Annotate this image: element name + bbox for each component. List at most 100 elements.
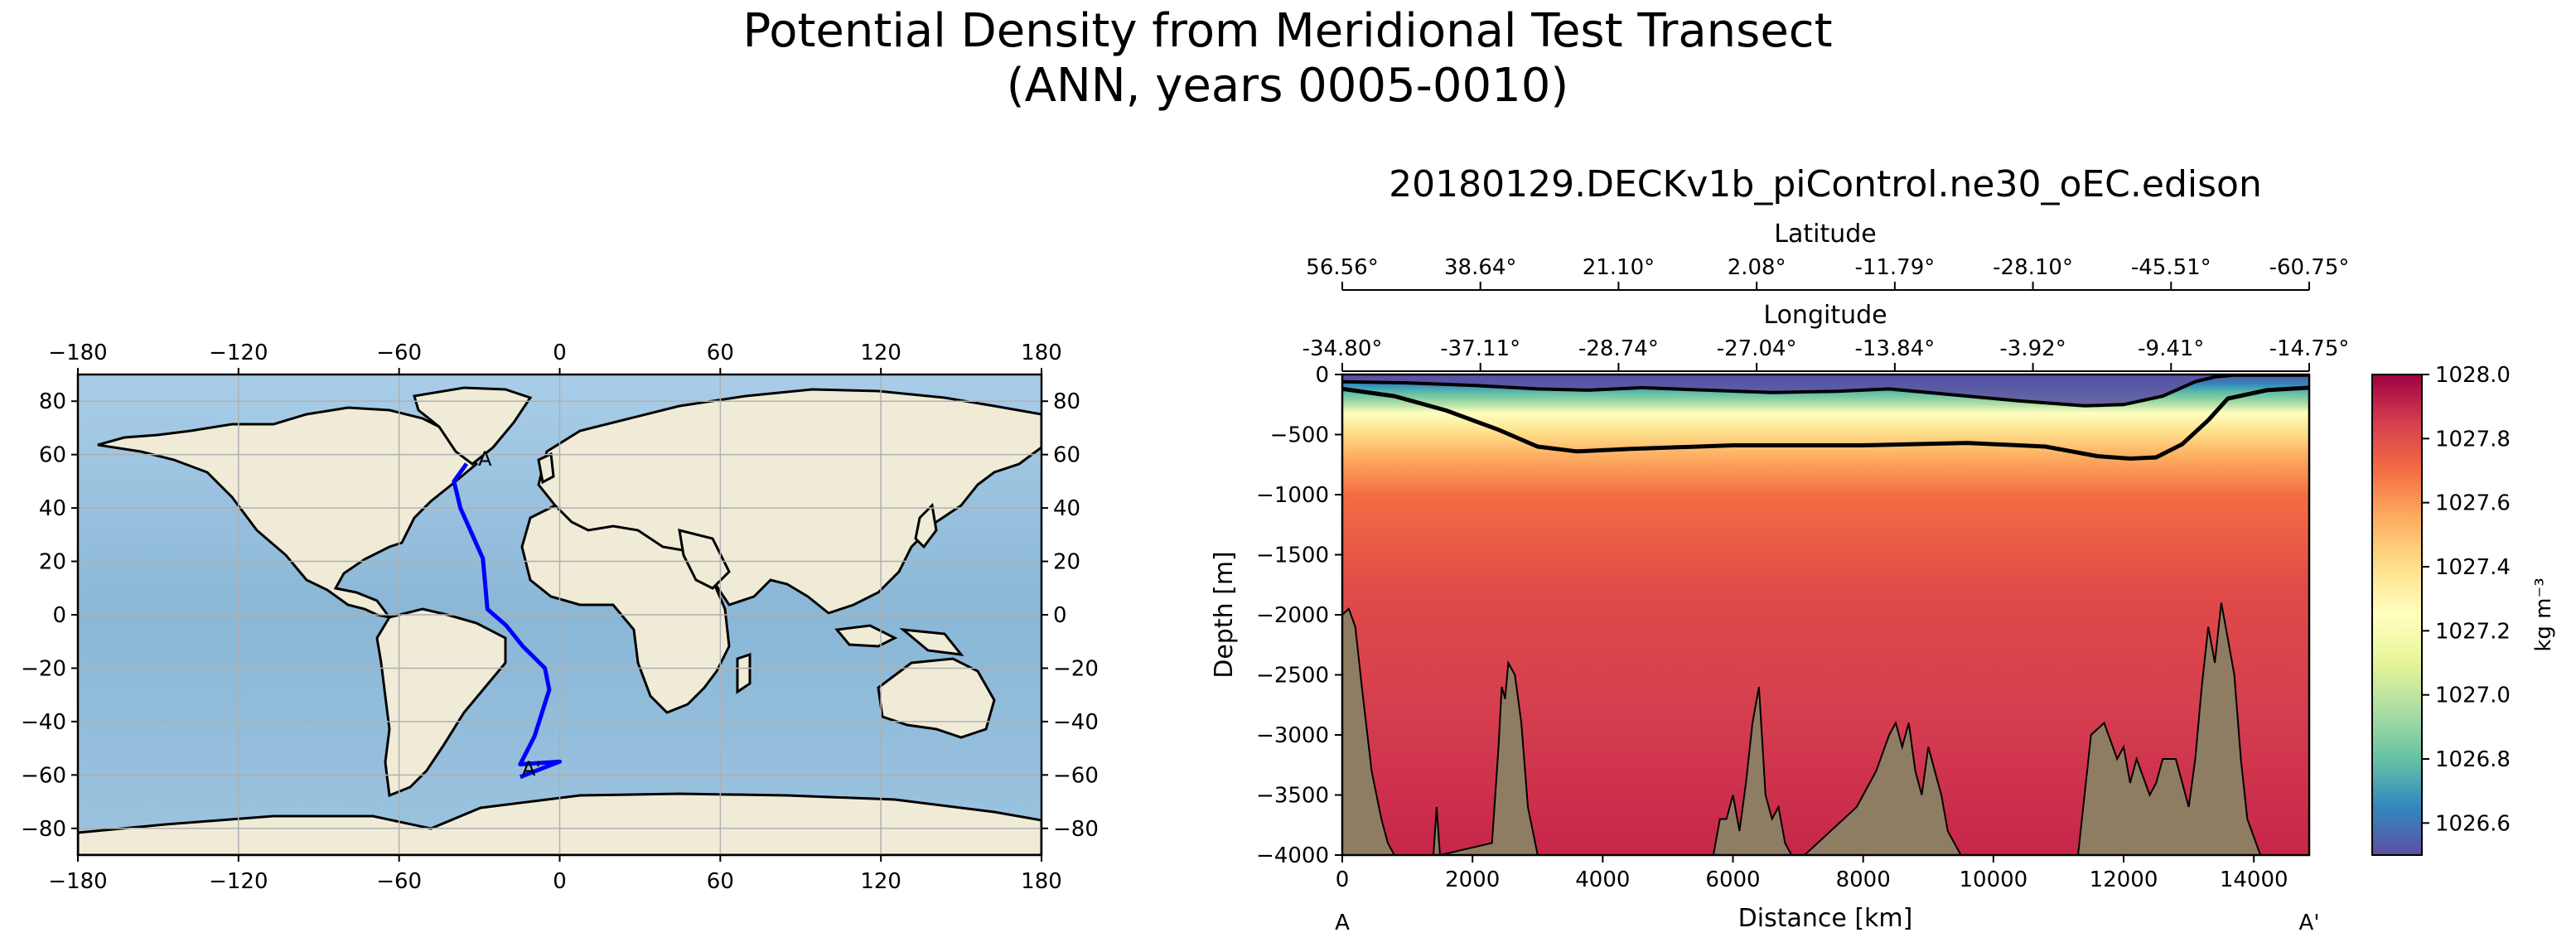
- section-ytick-label: 0: [1315, 363, 1329, 388]
- land-greenland: [413, 386, 533, 466]
- land-eurasia: [537, 388, 1042, 615]
- colorbar-tick-label: 1027.8: [2435, 427, 2511, 452]
- section-panel: 20180129.DECKv1b_piControl.ne30_oEC.edis…: [1210, 163, 2556, 935]
- map-ytick-label-left: −60: [21, 763, 66, 788]
- latitude-axis-tick-label: -28.10°: [1993, 255, 2073, 280]
- section-y-ticks: 0 −500 −1000 −1500 −2000 −2500 −3000 −3500 −4000: [1256, 363, 1342, 868]
- map-ytick-label-left: 0: [52, 603, 66, 628]
- map-panel: A A' −180 −180 −120 −120 −60 −60 0 0 60 60 120 120 1…: [21, 341, 1099, 894]
- section-ytick-label: −500: [1270, 423, 1329, 448]
- section-x-ticks: 0 2000 4000 6000 8000 10000 12000 14000: [1336, 855, 2288, 892]
- map-tick-labels: −180 −180 −120 −120 −60 −60 0 0 60 60 120 120 180 180…: [21, 341, 1099, 894]
- section-ylabel: Depth [m]: [1210, 551, 1239, 679]
- map-xtick-label-bottom: 60: [707, 869, 734, 894]
- section-xtick-label: 8000: [1836, 867, 1891, 892]
- latitude-axis-label: Latitude: [1774, 220, 1876, 249]
- map-xtick-label-top: −180: [48, 341, 107, 365]
- section-ytick-label: −3500: [1256, 784, 1329, 809]
- map-xtick-label-top: 60: [707, 341, 734, 365]
- map-ytick-label-left: 80: [39, 389, 66, 414]
- section-ytick-label: −3000: [1256, 723, 1329, 748]
- land-masses: [78, 386, 1042, 855]
- map-ytick-label-right: 80: [1053, 389, 1080, 414]
- section-xtick-label: 0: [1336, 867, 1350, 892]
- colorbar-tick-label: 1026.8: [2435, 747, 2511, 772]
- section-ytick-label: −1000: [1256, 483, 1329, 508]
- colorbar: [2371, 374, 2423, 856]
- density-contour-1027-5: [1342, 385, 2309, 462]
- section-ytick-label: −1500: [1256, 544, 1329, 568]
- map-xtick-label-bottom: −120: [209, 869, 268, 894]
- map-xtick-label-top: 180: [1021, 341, 1062, 365]
- land-australia: [877, 657, 996, 739]
- map-ytick-label-right: 40: [1053, 496, 1080, 521]
- latitude-axis-tick-label: 56.56°: [1306, 255, 1378, 280]
- colorbar-label: kg m⁻³: [2531, 577, 2556, 651]
- colorbar-tick-label: 1027.6: [2435, 491, 2511, 516]
- land-north-america: [97, 406, 479, 620]
- colorbar-tick-label: 1028.0: [2435, 363, 2511, 388]
- longitude-axis-tick-label: -28.74°: [1578, 336, 1659, 361]
- colorbar-tick-label: 1027.2: [2435, 619, 2511, 644]
- latitude-axis-tick-label: -45.51°: [2131, 255, 2211, 280]
- transect-line: [452, 462, 562, 780]
- section-ytick-label: −4000: [1256, 843, 1329, 868]
- latitude-axis-tick-label: 2.08°: [1728, 255, 1786, 280]
- section-start-label: A: [1335, 911, 1350, 935]
- latitude-axis-tick-label: -11.79°: [1854, 255, 1935, 280]
- land-arabia: [678, 528, 731, 590]
- map-ytick-label-right: 60: [1053, 443, 1080, 468]
- section-ytick-label: −2500: [1256, 664, 1329, 689]
- map-xtick-label-top: −60: [376, 341, 422, 365]
- section-ytick-label: −2000: [1256, 603, 1329, 628]
- map-ytick-label-left: 60: [39, 443, 66, 468]
- map-xtick-label-bottom: 120: [860, 869, 901, 894]
- longitude-axis-tick-label: -37.11°: [1440, 336, 1520, 361]
- longitude-axis-tick-label: -3.92°: [1999, 336, 2066, 361]
- transect-end-label: A': [522, 757, 541, 780]
- map-xtick-label-bottom: −180: [48, 869, 107, 894]
- section-xtick-label: 10000: [1959, 867, 2027, 892]
- section-xtick-label: 2000: [1445, 867, 1500, 892]
- longitude-axis-tick-label: -14.75°: [2269, 336, 2350, 361]
- colorbar-ticks: 1028.0 1027.8 1027.6 1027.4 1027.2 1027.0 1026…: [2422, 363, 2511, 836]
- longitude-axis: -34.80° -37.11° -28.74° -27.04° -13.84° -3.92…: [1302, 336, 2350, 372]
- section-xtick-label: 6000: [1705, 867, 1760, 892]
- figure-title-line2: (ANN, years 0005-0010): [1007, 59, 1569, 113]
- map-ytick-label-right: −80: [1053, 817, 1099, 842]
- longitude-axis-tick-label: -9.41°: [2138, 336, 2204, 361]
- figure-title-line1: Potential Density from Meridional Test T…: [742, 4, 1832, 58]
- section-xtick-label: 12000: [2090, 867, 2158, 892]
- longitude-axis-tick-label: -13.84°: [1854, 336, 1935, 361]
- map-xtick-label-bottom: 180: [1021, 869, 1062, 894]
- map-ytick-label-right: −60: [1053, 763, 1099, 788]
- colorbar-tick-label: 1026.6: [2435, 811, 2511, 836]
- land-uk: [537, 452, 555, 485]
- map-xtick-label-top: 120: [860, 341, 901, 365]
- density-contour-1027-2: [1342, 375, 2309, 408]
- section-xlabel: Distance [km]: [1738, 904, 1913, 933]
- latitude-axis: 56.56° 38.64° 21.10° 2.08° -11.79° -28.10° -45…: [1306, 255, 2349, 291]
- section-title: 20180129.DECKv1b_piControl.ne30_oEC.edis…: [1389, 163, 2262, 205]
- land-madagascar: [736, 652, 752, 694]
- map-ytick-label-right: −20: [1053, 656, 1099, 681]
- seafloor-bathymetry: [1342, 602, 2309, 855]
- section-xtick-label: 4000: [1575, 867, 1630, 892]
- longitude-axis-label: Longitude: [1763, 301, 1887, 330]
- map-ytick-label-right: −40: [1053, 710, 1099, 735]
- map-ytick-label-right: 0: [1053, 603, 1067, 628]
- colorbar-tick-label: 1027.0: [2435, 684, 2511, 708]
- land-south-america: [375, 607, 507, 798]
- transect-start-label: A: [478, 447, 492, 471]
- map-xtick-label-top: 0: [553, 341, 567, 365]
- colorbar-tick-label: 1027.4: [2435, 555, 2511, 580]
- map-xtick-label-top: −120: [209, 341, 268, 365]
- latitude-axis-tick-label: 38.64°: [1444, 255, 1516, 280]
- map-xtick-label-bottom: 0: [553, 869, 567, 894]
- longitude-axis-tick-label: -34.80°: [1302, 336, 1383, 361]
- map-ytick-label-left: −40: [21, 710, 66, 735]
- longitude-axis-tick-label: -27.04°: [1717, 336, 1797, 361]
- map-ytick-label-left: −80: [21, 817, 66, 842]
- section-xtick-label: 14000: [2220, 867, 2288, 892]
